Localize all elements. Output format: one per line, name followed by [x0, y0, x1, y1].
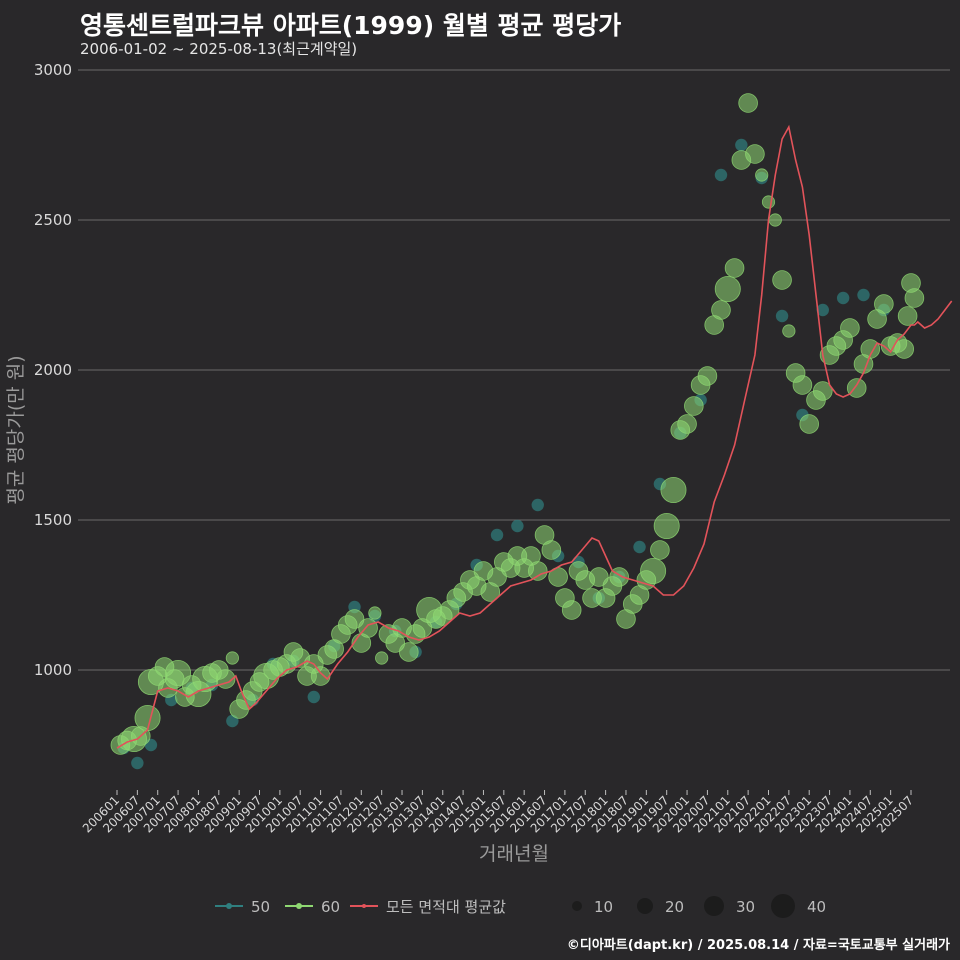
point-60 [653, 513, 680, 540]
point-60 [399, 642, 419, 662]
point-60 [761, 195, 776, 209]
point-50 [633, 540, 646, 554]
point-60 [650, 540, 670, 560]
point-60 [745, 144, 765, 164]
point-50 [857, 288, 870, 302]
point-60 [344, 609, 365, 629]
point-60 [375, 651, 389, 665]
legend-size-label: 30 [736, 898, 755, 916]
grid-lines [78, 69, 950, 671]
point-50 [307, 690, 321, 704]
point-50 [836, 291, 850, 305]
point-60 [561, 600, 582, 620]
point-60 [799, 414, 820, 434]
y-axis-title: 평균 평당가(만 원) [5, 355, 27, 504]
point-60 [738, 93, 758, 113]
point-60 [894, 339, 915, 359]
point-50 [131, 756, 144, 770]
point-60 [897, 306, 918, 326]
average-line-path [116, 124, 953, 749]
point-60 [541, 540, 562, 560]
point-60 [782, 324, 796, 338]
point-60 [874, 294, 894, 314]
chart-title: 영통센트럴파크뷰 아파트(1999) 월별 평균 평당가 [80, 11, 622, 40]
point-50 [714, 168, 728, 182]
legend-dot-avg [362, 904, 366, 908]
x-axis-title: 거래년월 [479, 843, 549, 865]
y-tick-label: 1000 [34, 661, 72, 679]
legend-size-circle [637, 898, 653, 914]
legend-size-circle [572, 901, 582, 911]
y-tick-label: 1500 [34, 511, 72, 529]
legend-dot-s60 [296, 903, 302, 909]
y-tick-label: 3000 [34, 61, 72, 79]
point-60 [697, 366, 718, 386]
point-60 [358, 618, 378, 638]
legend: 50 60 모든 면적대 평균값 10 20 30 40 [215, 894, 826, 918]
y-tick-label: 2500 [34, 211, 72, 229]
point-60 [755, 168, 769, 182]
point-60 [772, 270, 792, 290]
point-60 [660, 476, 687, 503]
point-50 [775, 309, 789, 323]
point-60 [527, 561, 548, 581]
legend-dot-s50 [226, 903, 232, 909]
point-60 [714, 275, 741, 302]
legend-label-s50: 50 [251, 898, 270, 916]
legend-label-s60: 60 [321, 898, 340, 916]
chart-subtitle: 2006-01-02 ~ 2025-08-13(최근계약일) [80, 40, 358, 58]
legend-size-label: 10 [594, 898, 613, 916]
point-60 [677, 414, 697, 434]
point-60 [310, 666, 331, 686]
point-60 [768, 213, 782, 227]
point-50 [511, 519, 524, 533]
legend-label-avg: 모든 면적대 평균값 [386, 898, 506, 916]
point-50 [816, 303, 829, 317]
point-60 [225, 651, 239, 665]
point-60 [368, 606, 382, 620]
point-60 [840, 318, 860, 338]
point-60 [812, 381, 833, 401]
point-60 [846, 378, 867, 398]
legend-size-circle [704, 896, 724, 916]
point-60 [904, 288, 925, 308]
legend-size-circle [771, 894, 795, 918]
point-60 [860, 339, 881, 359]
average-line [116, 124, 953, 749]
x-ticks: 2006012006072007012007072008012008072009… [80, 790, 916, 836]
point-50 [490, 528, 504, 542]
data-points [110, 93, 925, 770]
legend-size-label: 40 [807, 898, 826, 916]
legend-size-label: 20 [665, 898, 684, 916]
point-60 [724, 258, 745, 278]
point-60 [589, 567, 609, 587]
y-tick-label: 2000 [34, 361, 72, 379]
point-60 [711, 300, 731, 320]
point-60 [640, 558, 667, 585]
y-ticks: 1000 1500 2000 2500 3000 [34, 61, 72, 679]
point-50 [531, 498, 544, 512]
point-60 [684, 396, 704, 416]
credit-text: ©디아파트(dapt.kr) / 2025.08.14 / 자료=국토교통부 실… [566, 938, 950, 953]
point-60 [792, 375, 813, 395]
point-50 [735, 138, 748, 152]
